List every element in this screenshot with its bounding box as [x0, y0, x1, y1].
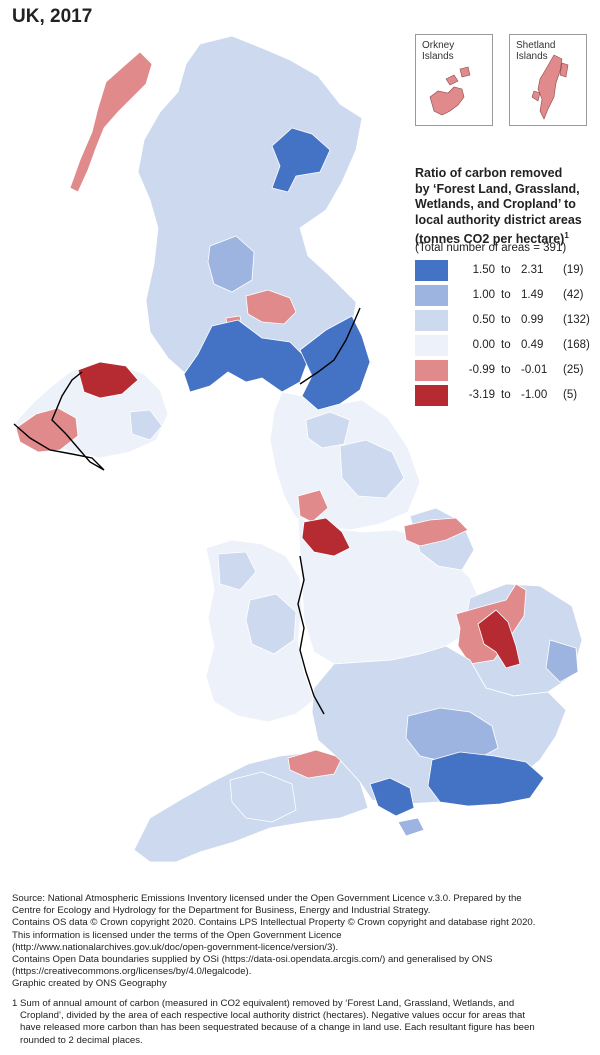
legend-to-word: to: [501, 389, 511, 401]
region-aberdeenshire: [271, 127, 331, 193]
map-title: UK, 2017: [12, 6, 93, 27]
region-home-counties: [405, 707, 499, 763]
legend-count: (25): [563, 364, 584, 376]
region-northumberland-mid: [305, 411, 351, 449]
legend-swatch: [415, 360, 448, 381]
region-powys: [245, 593, 297, 655]
legend-title: Ratio of carbon removed by ‘Forest Land,…: [415, 166, 582, 247]
legend-high-value: 0.99: [521, 314, 544, 326]
region-causeway: [77, 361, 139, 399]
legend-count: (5): [563, 389, 578, 401]
legend-to-word: to: [501, 289, 511, 301]
legend-count: (42): [563, 289, 584, 301]
region-western-isles: [69, 51, 153, 193]
legend-low-value: -3.19: [468, 389, 495, 401]
region-central-belt: [245, 289, 297, 325]
region-down: [129, 409, 163, 441]
legend-row: 0.00 to 0.49 (168): [415, 335, 595, 357]
legend-high-value: 2.31: [521, 264, 544, 276]
legend-swatch: [415, 385, 448, 406]
region-devon: [229, 771, 297, 823]
legend-swatch: [415, 285, 448, 306]
legend-low-value: 0.50: [472, 314, 495, 326]
region-greater-manchester: [301, 517, 351, 557]
source-notes: Source: National Atmospheric Emissions I…: [12, 893, 536, 990]
shetland-label: Shetland Islands: [516, 40, 556, 62]
border-ni-ireland: [13, 371, 105, 471]
legend-row: -0.99 to -0.01 (25): [415, 360, 595, 382]
region-perth: [207, 235, 255, 293]
legend-row: 0.50 to 0.99 (132): [415, 310, 595, 332]
region-sussex-kent: [427, 751, 545, 807]
region-isle-of-wight: [397, 817, 425, 837]
legend-row: 1.00 to 1.49 (42): [415, 285, 595, 307]
legend-count: (132): [563, 314, 590, 326]
legend-to-word: to: [501, 339, 511, 351]
legend-swatch: [415, 260, 448, 281]
legend-swatch: [415, 335, 448, 356]
legend-to-word: to: [501, 264, 511, 276]
legend-high-value: 1.49: [521, 289, 544, 301]
region-scottish-borders: [299, 315, 371, 411]
legend-count: (168): [563, 339, 590, 351]
region-humber-red: [403, 517, 469, 547]
legend-low-value: 1.50: [472, 264, 495, 276]
orkney-inset: Orkney Islands: [415, 34, 493, 126]
region-north-yorkshire: [339, 439, 405, 499]
legend-high-value: -1.00: [521, 389, 548, 401]
border-wales-england: [297, 555, 325, 715]
legend-count: (19): [563, 264, 584, 276]
region-hampshire: [369, 777, 415, 817]
orkney-label: Orkney Islands: [422, 40, 455, 62]
legend-swatch: [415, 310, 448, 331]
legend-row: 1.50 to 2.31 (19): [415, 260, 595, 282]
scotland-region: [137, 35, 363, 375]
legend-high-value: -0.01: [521, 364, 548, 376]
legend-low-value: 0.00: [472, 339, 495, 351]
footnote: 1 Sum of annual amount of carbon (measur…: [12, 998, 535, 1046]
region-suffolk: [545, 639, 579, 683]
legend-row: -3.19 to -1.00 (5): [415, 385, 595, 407]
region-lancashire-red: [297, 489, 329, 523]
shetland-islands-shape: [531, 54, 569, 120]
legend-to-word: to: [501, 364, 511, 376]
legend-subtitle: (Total number of areas = 391): [415, 242, 567, 254]
region-fenland-dark: [477, 609, 521, 669]
legend-to-word: to: [501, 314, 511, 326]
region-dumfries-galloway: [183, 319, 309, 393]
border-scotland-england: [299, 307, 361, 385]
legend-high-value: 0.49: [521, 339, 544, 351]
shetland-inset: Shetland Islands: [509, 34, 587, 126]
legend-low-value: -0.99: [468, 364, 495, 376]
uk-choropleth-map: [13, 35, 583, 863]
orkney-islands-shape: [429, 66, 471, 116]
legend-low-value: 1.00: [472, 289, 495, 301]
region-somerset-red: [287, 749, 343, 779]
region-fermanagh: [15, 407, 79, 453]
region-gwynedd: [217, 551, 257, 591]
